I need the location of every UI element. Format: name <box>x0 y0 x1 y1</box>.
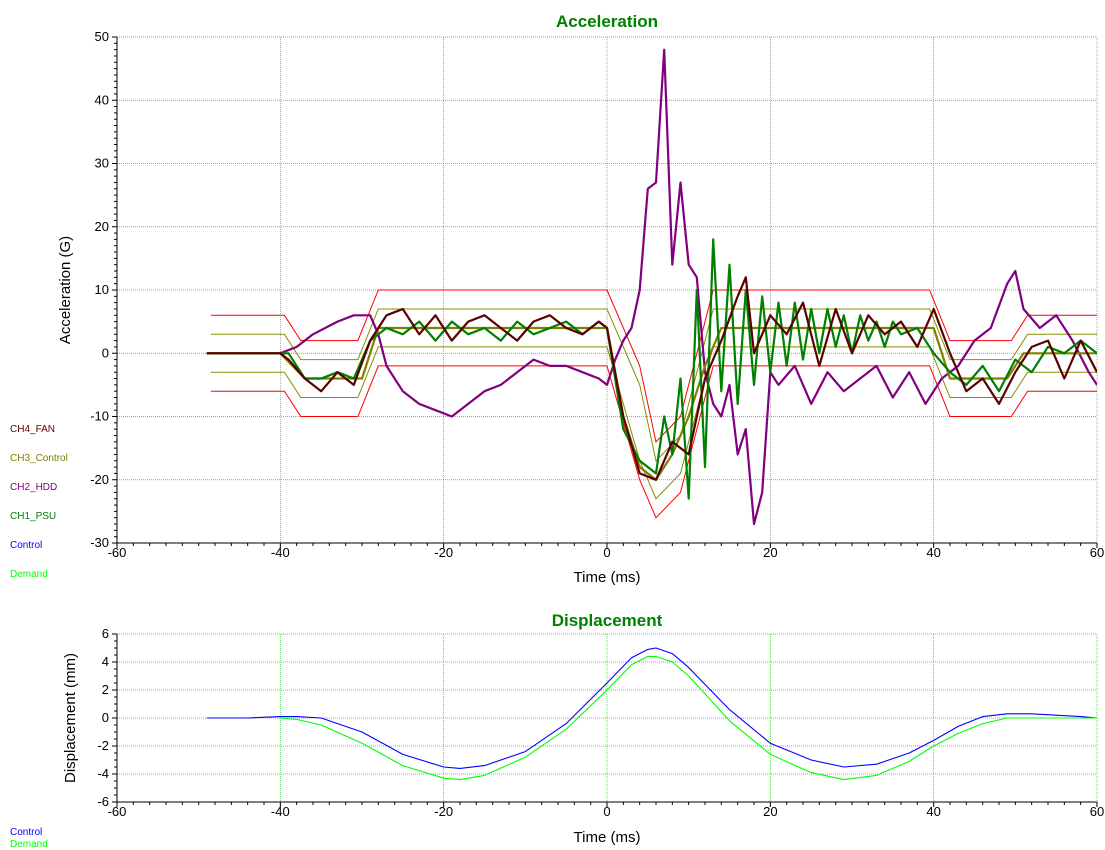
x-tick-label: -60 <box>108 545 127 560</box>
chart-panel-acceleration: -30 -20 -10 0 10 20 30 40 50 -60 -40 -20 0 20 40 60 Acce… <box>10 12 1104 586</box>
y-tick-label: 20 <box>95 219 109 234</box>
y-axis-label: Acceleration (G) <box>57 236 74 344</box>
legend: CH4_FAN CH3_Control CH2_HDD CH1_PSU Control D… <box>10 424 68 580</box>
tolerance-limit-lower <box>210 346 1097 500</box>
y-tick-label: -30 <box>90 535 109 550</box>
x-tick-label: 60 <box>1090 804 1104 819</box>
series-line-ch2-hdd <box>206 48 1097 526</box>
plot-area <box>206 647 1097 781</box>
y-tick-label: -2 <box>97 738 109 753</box>
y-tick-label: -20 <box>90 472 109 487</box>
y-tick-label: 30 <box>95 156 109 171</box>
y-tick-label: 50 <box>95 29 109 44</box>
y-tick-label: 2 <box>102 682 109 697</box>
series-line-ch4-fan <box>206 276 1097 481</box>
y-tick-label: 0 <box>102 345 109 360</box>
x-tick-label: 0 <box>603 545 610 560</box>
y-tick-label: 0 <box>102 710 109 725</box>
legend-item-demand: Demand <box>10 569 48 580</box>
y-tick-label: -10 <box>90 409 109 424</box>
x-tick-label: -20 <box>434 545 453 560</box>
legend-item-control: Control <box>10 540 42 551</box>
x-tick-label: 40 <box>926 804 940 819</box>
x-tick-label: 0 <box>603 804 610 819</box>
legend-item-control: Control <box>10 827 42 838</box>
x-tick-label: 60 <box>1090 545 1104 560</box>
plot-area <box>206 48 1097 526</box>
x-tick-label: 20 <box>763 804 777 819</box>
y-tick-label: 4 <box>102 654 109 669</box>
y-tick-label: 40 <box>95 92 109 107</box>
legend-item-ch4-fan: CH4_FAN <box>10 424 55 435</box>
x-tick-label: -40 <box>271 804 290 819</box>
series-line-demand <box>280 655 1097 781</box>
x-tick-label: 20 <box>763 545 777 560</box>
x-tick-label: -20 <box>434 804 453 819</box>
y-tick-label: -4 <box>97 766 109 781</box>
legend-item-ch2-hdd: CH2_HDD <box>10 482 57 493</box>
x-tick-label: -40 <box>271 545 290 560</box>
series-line-ch1-psu <box>206 238 1097 500</box>
y-tick-label: -6 <box>97 794 109 809</box>
y-tick-label: 10 <box>95 282 109 297</box>
tolerance-limit-upper <box>210 308 1097 462</box>
legend-item-demand: Demand <box>10 839 48 850</box>
y-axis-label: Displacement (mm) <box>62 653 79 783</box>
tolerance-limit-upper <box>210 289 1097 443</box>
x-axis-label: Time (ms) <box>574 829 641 846</box>
chart-title: Displacement <box>552 611 663 630</box>
gridlines <box>116 633 1098 803</box>
series-line-control <box>206 647 1097 769</box>
y-tick-label: 6 <box>102 626 109 641</box>
x-tick-label: 40 <box>926 545 940 560</box>
chart-title: Acceleration <box>556 12 658 31</box>
legend-item-ch1-psu: CH1_PSU <box>10 511 56 522</box>
tolerance-limit-lower <box>210 365 1097 519</box>
x-axis-label: Time (ms) <box>574 569 641 586</box>
series-line-ch3-control <box>206 326 1097 481</box>
x-tick-label: -60 <box>108 804 127 819</box>
legend-item-ch3-control: CH3_Control <box>10 453 68 464</box>
